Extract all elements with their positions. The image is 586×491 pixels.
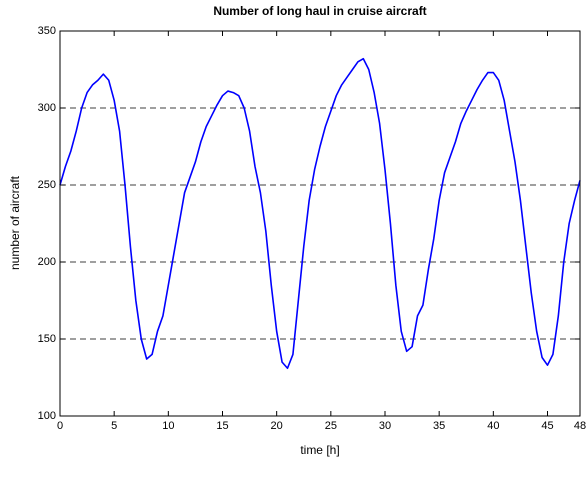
- y-tick-label: 100: [38, 410, 56, 422]
- chart-title: Number of long haul in cruise aircraft: [213, 4, 426, 18]
- y-tick-label: 150: [38, 333, 56, 345]
- x-tick-label: 20: [271, 420, 283, 432]
- x-tick-label: 10: [162, 420, 174, 432]
- x-tick-label: 15: [216, 420, 228, 432]
- plot-frame: [59, 30, 581, 417]
- x-tick-label: 0: [57, 420, 63, 432]
- data-line: [59, 57, 581, 370]
- x-tick-label: 40: [487, 420, 499, 432]
- x-tick-label: 45: [541, 420, 553, 432]
- x-tick-label: 48: [574, 420, 586, 432]
- x-tick-label: 30: [379, 420, 391, 432]
- y-axis-label: number of aircraft: [8, 175, 22, 270]
- x-axis-label: time [h]: [300, 443, 339, 457]
- y-tick-label: 300: [38, 102, 56, 114]
- x-tick-label: 5: [111, 420, 117, 432]
- x-tick-label: 35: [433, 420, 445, 432]
- y-tick-label: 250: [38, 179, 56, 191]
- y-tick-label: 200: [38, 256, 56, 268]
- y-tick-label: 350: [38, 25, 56, 37]
- x-tick-label: 25: [325, 420, 337, 432]
